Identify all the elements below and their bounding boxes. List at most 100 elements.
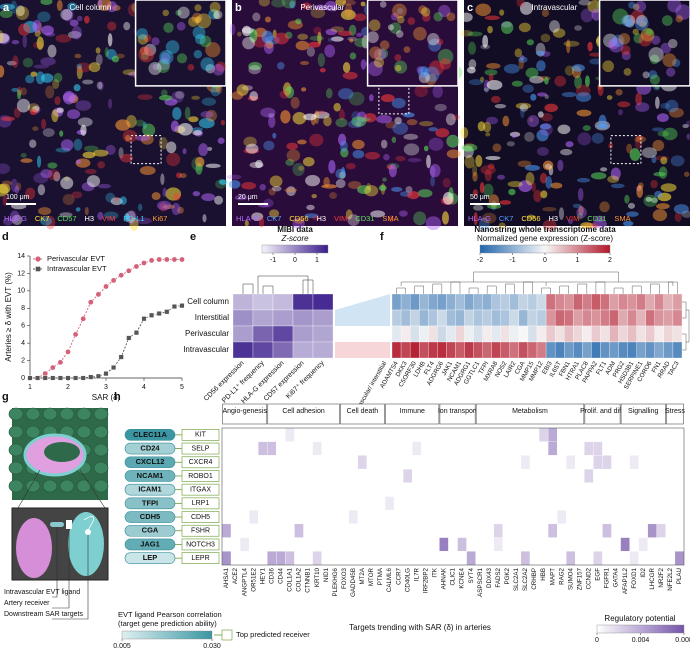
panel-label: h — [114, 391, 121, 403]
heatmap-cell — [645, 341, 655, 359]
heatmap-cell — [430, 482, 440, 497]
cell-texture — [216, 85, 223, 94]
dendrogram — [396, 287, 406, 294]
inset-texture — [208, 8, 219, 20]
cell-texture — [234, 195, 248, 201]
receiver-box — [181, 538, 220, 551]
heatmap-cell — [627, 325, 637, 343]
heatmap-cell — [674, 523, 685, 538]
heatmap-cell — [391, 293, 402, 311]
heatmap-cell — [518, 293, 529, 311]
x-tick-label: 3 — [104, 384, 108, 391]
heatmap-cell — [294, 441, 304, 456]
cell-texture — [248, 64, 261, 75]
cell-texture — [188, 116, 199, 123]
cell-texture — [18, 23, 31, 36]
heatmap-cell — [428, 341, 438, 359]
heatmap-cell — [636, 341, 646, 359]
heatmap-cell — [366, 441, 377, 456]
marker-label: H3 — [84, 214, 94, 223]
heatmap-cell — [421, 496, 431, 511]
heatmap-cell — [609, 309, 619, 327]
inset-texture — [640, 28, 655, 42]
cell-texture — [111, 55, 120, 63]
heatmap-cell — [593, 537, 603, 552]
cell-texture — [526, 214, 536, 220]
cell-texture — [284, 31, 293, 40]
marker-label: HLA-G — [468, 214, 491, 223]
heatmap-cell — [527, 309, 538, 327]
cell-texture — [10, 178, 18, 193]
colorbar — [261, 244, 329, 254]
cell-texture — [108, 98, 113, 109]
heatmap-cell — [493, 427, 503, 442]
heatmap-cell — [575, 441, 585, 456]
marker-label: CD56 — [521, 214, 540, 223]
heatmap-cell — [672, 341, 683, 359]
heatmap-cell — [393, 551, 404, 566]
heatmap-cell — [466, 510, 476, 525]
heatmap-cell — [484, 496, 494, 511]
group-label: Ion transport — [438, 408, 477, 415]
cell-texture — [423, 145, 429, 152]
heatmap-cell — [366, 482, 377, 497]
heatmap-cell — [638, 468, 648, 483]
heatmap-cell — [484, 510, 494, 525]
tissue-cell — [25, 407, 41, 421]
cell-texture — [576, 109, 592, 117]
inset-texture — [667, 0, 682, 13]
cell-texture — [243, 148, 259, 154]
heatmap-cell — [502, 510, 513, 525]
row-label: Intravascular — [183, 345, 229, 354]
cell-texture — [655, 96, 660, 109]
cell-texture — [97, 0, 103, 8]
heatmap-cell — [656, 496, 667, 511]
target-label: COL1A2 — [296, 567, 303, 591]
cell-texture — [242, 25, 252, 37]
inset-texture — [428, 60, 444, 76]
heatmap-cell — [457, 510, 467, 525]
cell-texture — [200, 110, 214, 118]
cell-texture — [51, 109, 59, 123]
marker-label: PD-L1 — [123, 214, 144, 223]
cell-texture — [591, 133, 604, 144]
heatmap-cell — [366, 496, 377, 511]
colorbar-tick-label: 2 — [608, 257, 612, 264]
cell-texture — [135, 135, 151, 141]
heatmap-cell — [473, 341, 483, 359]
group-header — [620, 403, 666, 425]
target-label: ZNF157 — [576, 567, 583, 590]
cell-texture — [260, 107, 276, 118]
cell-texture — [425, 216, 441, 231]
heatmap-cell — [312, 537, 322, 552]
cell-texture — [634, 136, 647, 143]
cell-texture — [383, 153, 390, 161]
heatmap-cell — [430, 496, 440, 511]
cell-texture — [571, 64, 585, 72]
heatmap-cell — [500, 325, 510, 343]
cell-texture — [32, 126, 39, 131]
heatmap-cell — [566, 551, 576, 566]
heatmap-cell — [638, 441, 648, 456]
cell-texture — [509, 131, 521, 138]
heatmap-cell — [611, 523, 621, 538]
cell-texture — [417, 189, 433, 198]
inset-texture — [416, 66, 424, 74]
cell-texture — [352, 139, 365, 150]
inset-texture — [427, 33, 440, 46]
heatmap-cell — [221, 468, 232, 483]
heatmap-cell — [538, 427, 549, 442]
heatmap-cell — [647, 551, 657, 566]
panel-label: e — [190, 231, 196, 243]
receiver-label: CXCR4 — [189, 459, 213, 466]
cell-texture — [347, 214, 360, 226]
heatmap-cell — [493, 510, 503, 525]
legend-title: EVT ligand Pearson correlation — [118, 610, 222, 619]
heatmap-cell — [393, 427, 404, 442]
cell-texture — [38, 22, 43, 35]
cell-texture — [442, 192, 454, 205]
cell-texture — [356, 32, 363, 38]
cell-texture — [428, 137, 444, 151]
cell-texture — [249, 161, 264, 169]
cell-texture — [480, 165, 496, 175]
